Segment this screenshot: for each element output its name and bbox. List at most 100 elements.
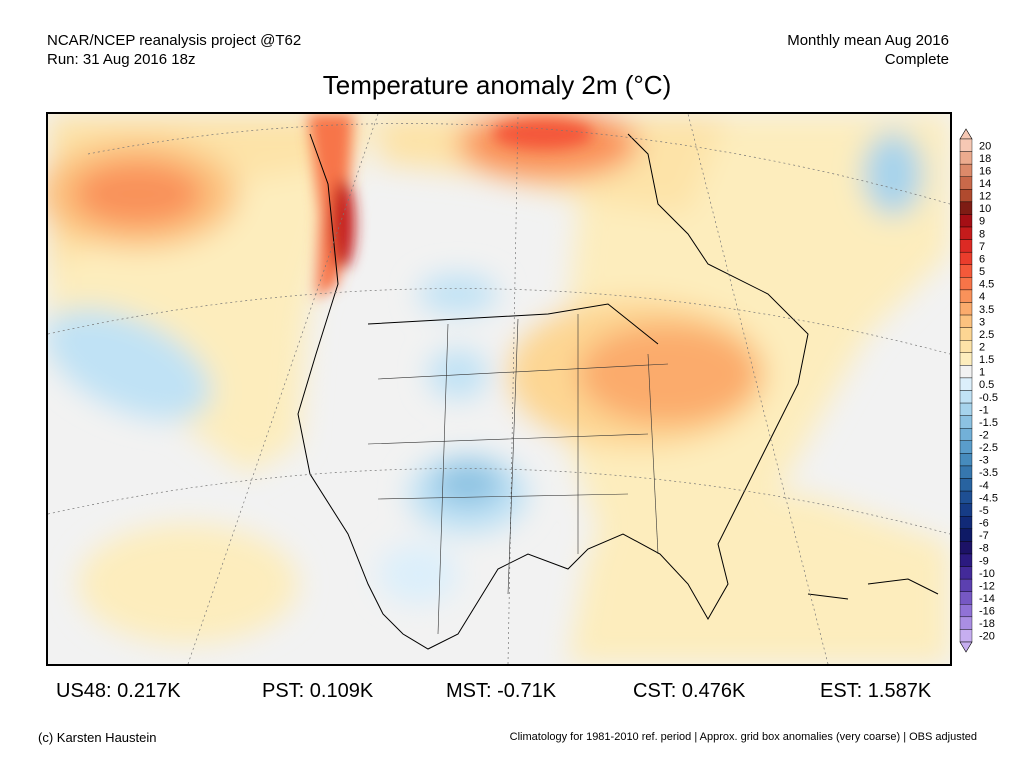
color-bar-label: 3.5: [979, 304, 994, 316]
color-bar-swatch: [959, 453, 973, 467]
color-bar-swatch: [959, 440, 973, 454]
credit: (c) Karsten Haustein: [38, 730, 157, 745]
footnote: Climatology for 1981-2010 ref. period | …: [509, 731, 977, 743]
graticule: [48, 114, 950, 664]
color-bar-swatch: [959, 277, 973, 291]
color-bar-label: -6: [979, 518, 989, 530]
color-bar-swatch: [959, 176, 973, 190]
color-bar-swatch: [959, 201, 973, 215]
color-bar-label: -4.5: [979, 492, 998, 504]
color-bar-label: 0.5: [979, 379, 994, 391]
color-bar-label: -16: [979, 606, 995, 618]
color-bar-swatch: [959, 138, 973, 152]
stat-pst: PST: 0.109K: [262, 680, 374, 702]
color-bar-swatch: [959, 226, 973, 240]
color-bar-label: -1: [979, 404, 989, 416]
header-left: NCAR/NCEP reanalysis project @T62 Run: 3…: [47, 31, 301, 69]
color-bar-bottom-arrow: [959, 641, 973, 653]
color-bar-swatch: [959, 553, 973, 567]
color-bar-swatch: [959, 251, 973, 265]
stat-mst: MST: -0.71K: [446, 680, 557, 702]
color-bar-swatch: [959, 516, 973, 530]
color-bar-label: -4: [979, 480, 989, 492]
color-bar-swatch: [959, 214, 973, 228]
mean-label: Monthly mean Aug 2016: [787, 32, 949, 49]
color-bar-label: 6: [979, 253, 985, 265]
color-bar: 201816141210987654.543.532.521.510.5-0.5…: [959, 128, 998, 653]
color-bar-label: 14: [979, 178, 991, 190]
color-bar-swatch: [959, 377, 973, 391]
color-bar-label: -3.5: [979, 467, 998, 479]
color-bar-label: 20: [979, 140, 991, 152]
stat-us48: US48: 0.217K: [56, 680, 181, 702]
color-bar-label: -14: [979, 593, 995, 605]
color-bar-label: -10: [979, 568, 995, 580]
color-bar-swatch: [959, 302, 973, 316]
color-bar-swatch: [959, 289, 973, 303]
color-bar-swatch: [959, 189, 973, 203]
map-canvas: [48, 114, 950, 664]
color-bar-label: 2: [979, 341, 985, 353]
stat-est: EST: 1.587K: [820, 680, 932, 702]
color-bar-swatch: [959, 327, 973, 341]
color-bar-swatch: [959, 365, 973, 379]
color-bar-swatch: [959, 578, 973, 592]
color-bar-label: 10: [979, 203, 991, 215]
color-bar-top-arrow: [959, 128, 973, 140]
color-bar-label: 18: [979, 153, 991, 165]
color-bar-swatch: [959, 591, 973, 605]
project-label: NCAR/NCEP reanalysis project @T62: [47, 32, 302, 49]
color-bar-swatch: [959, 415, 973, 429]
color-bar-swatch: [959, 490, 973, 504]
color-bar-label: -3: [979, 455, 989, 467]
color-bar-swatch: [959, 390, 973, 404]
run-label: Run: 31 Aug 2016 18z: [47, 51, 196, 68]
color-bar-swatch: [959, 566, 973, 580]
color-bar-label: 16: [979, 165, 991, 177]
color-bar-swatch: [959, 264, 973, 278]
color-bar-swatch: [959, 616, 973, 630]
header-right: Monthly mean Aug 2016 Complete: [787, 31, 949, 69]
color-bar-label: 3: [979, 316, 985, 328]
color-bar-labels: 201816141210987654.543.532.521.510.5-0.5…: [979, 140, 998, 642]
coastlines: [297, 133, 939, 650]
color-bar-label: 4.5: [979, 279, 994, 291]
color-bar-label: 9: [979, 216, 985, 228]
color-bar-label: 2.5: [979, 329, 994, 341]
color-bar-label: -7: [979, 530, 989, 542]
color-bar-label: 12: [979, 191, 991, 203]
color-bar-swatch: [959, 402, 973, 416]
color-bar-label: -1.5: [979, 417, 998, 429]
color-bar-label: -12: [979, 580, 995, 592]
color-bar-swatch: [959, 478, 973, 492]
status-label: Complete: [884, 51, 949, 68]
color-bar-label: -8: [979, 543, 989, 555]
color-bar-label: -9: [979, 555, 989, 567]
map-title: Temperature anomaly 2m (°C): [322, 70, 672, 100]
anomaly-fields: [48, 114, 950, 664]
state-borders: [367, 314, 669, 635]
color-bar-swatch: [959, 528, 973, 542]
color-bar-label: 4: [979, 291, 985, 303]
color-bar-label: -18: [979, 618, 995, 630]
anomaly-map: [46, 112, 952, 666]
stat-cst: CST: 0.476K: [633, 680, 746, 702]
color-bar-swatch: [959, 352, 973, 366]
color-bar-swatch: [959, 503, 973, 517]
color-bar-label: -5: [979, 505, 989, 517]
color-bar-swatch: [959, 541, 973, 555]
color-bar-label: 7: [979, 241, 985, 253]
color-bar-swatch: [959, 465, 973, 479]
color-bar-swatch: [959, 629, 973, 643]
color-bar-swatch: [959, 314, 973, 328]
color-bar-swatch: [959, 604, 973, 618]
color-bar-swatch: [959, 339, 973, 353]
color-bar-label: -2.5: [979, 442, 998, 454]
color-bar-label: -20: [979, 631, 995, 643]
color-bar-swatch: [959, 239, 973, 253]
color-bar-label: -0.5: [979, 392, 998, 404]
color-bar-label: 1: [979, 367, 985, 379]
color-bar-label: 8: [979, 228, 985, 240]
color-bar-label: 1.5: [979, 354, 994, 366]
color-bar-label: 5: [979, 266, 985, 278]
